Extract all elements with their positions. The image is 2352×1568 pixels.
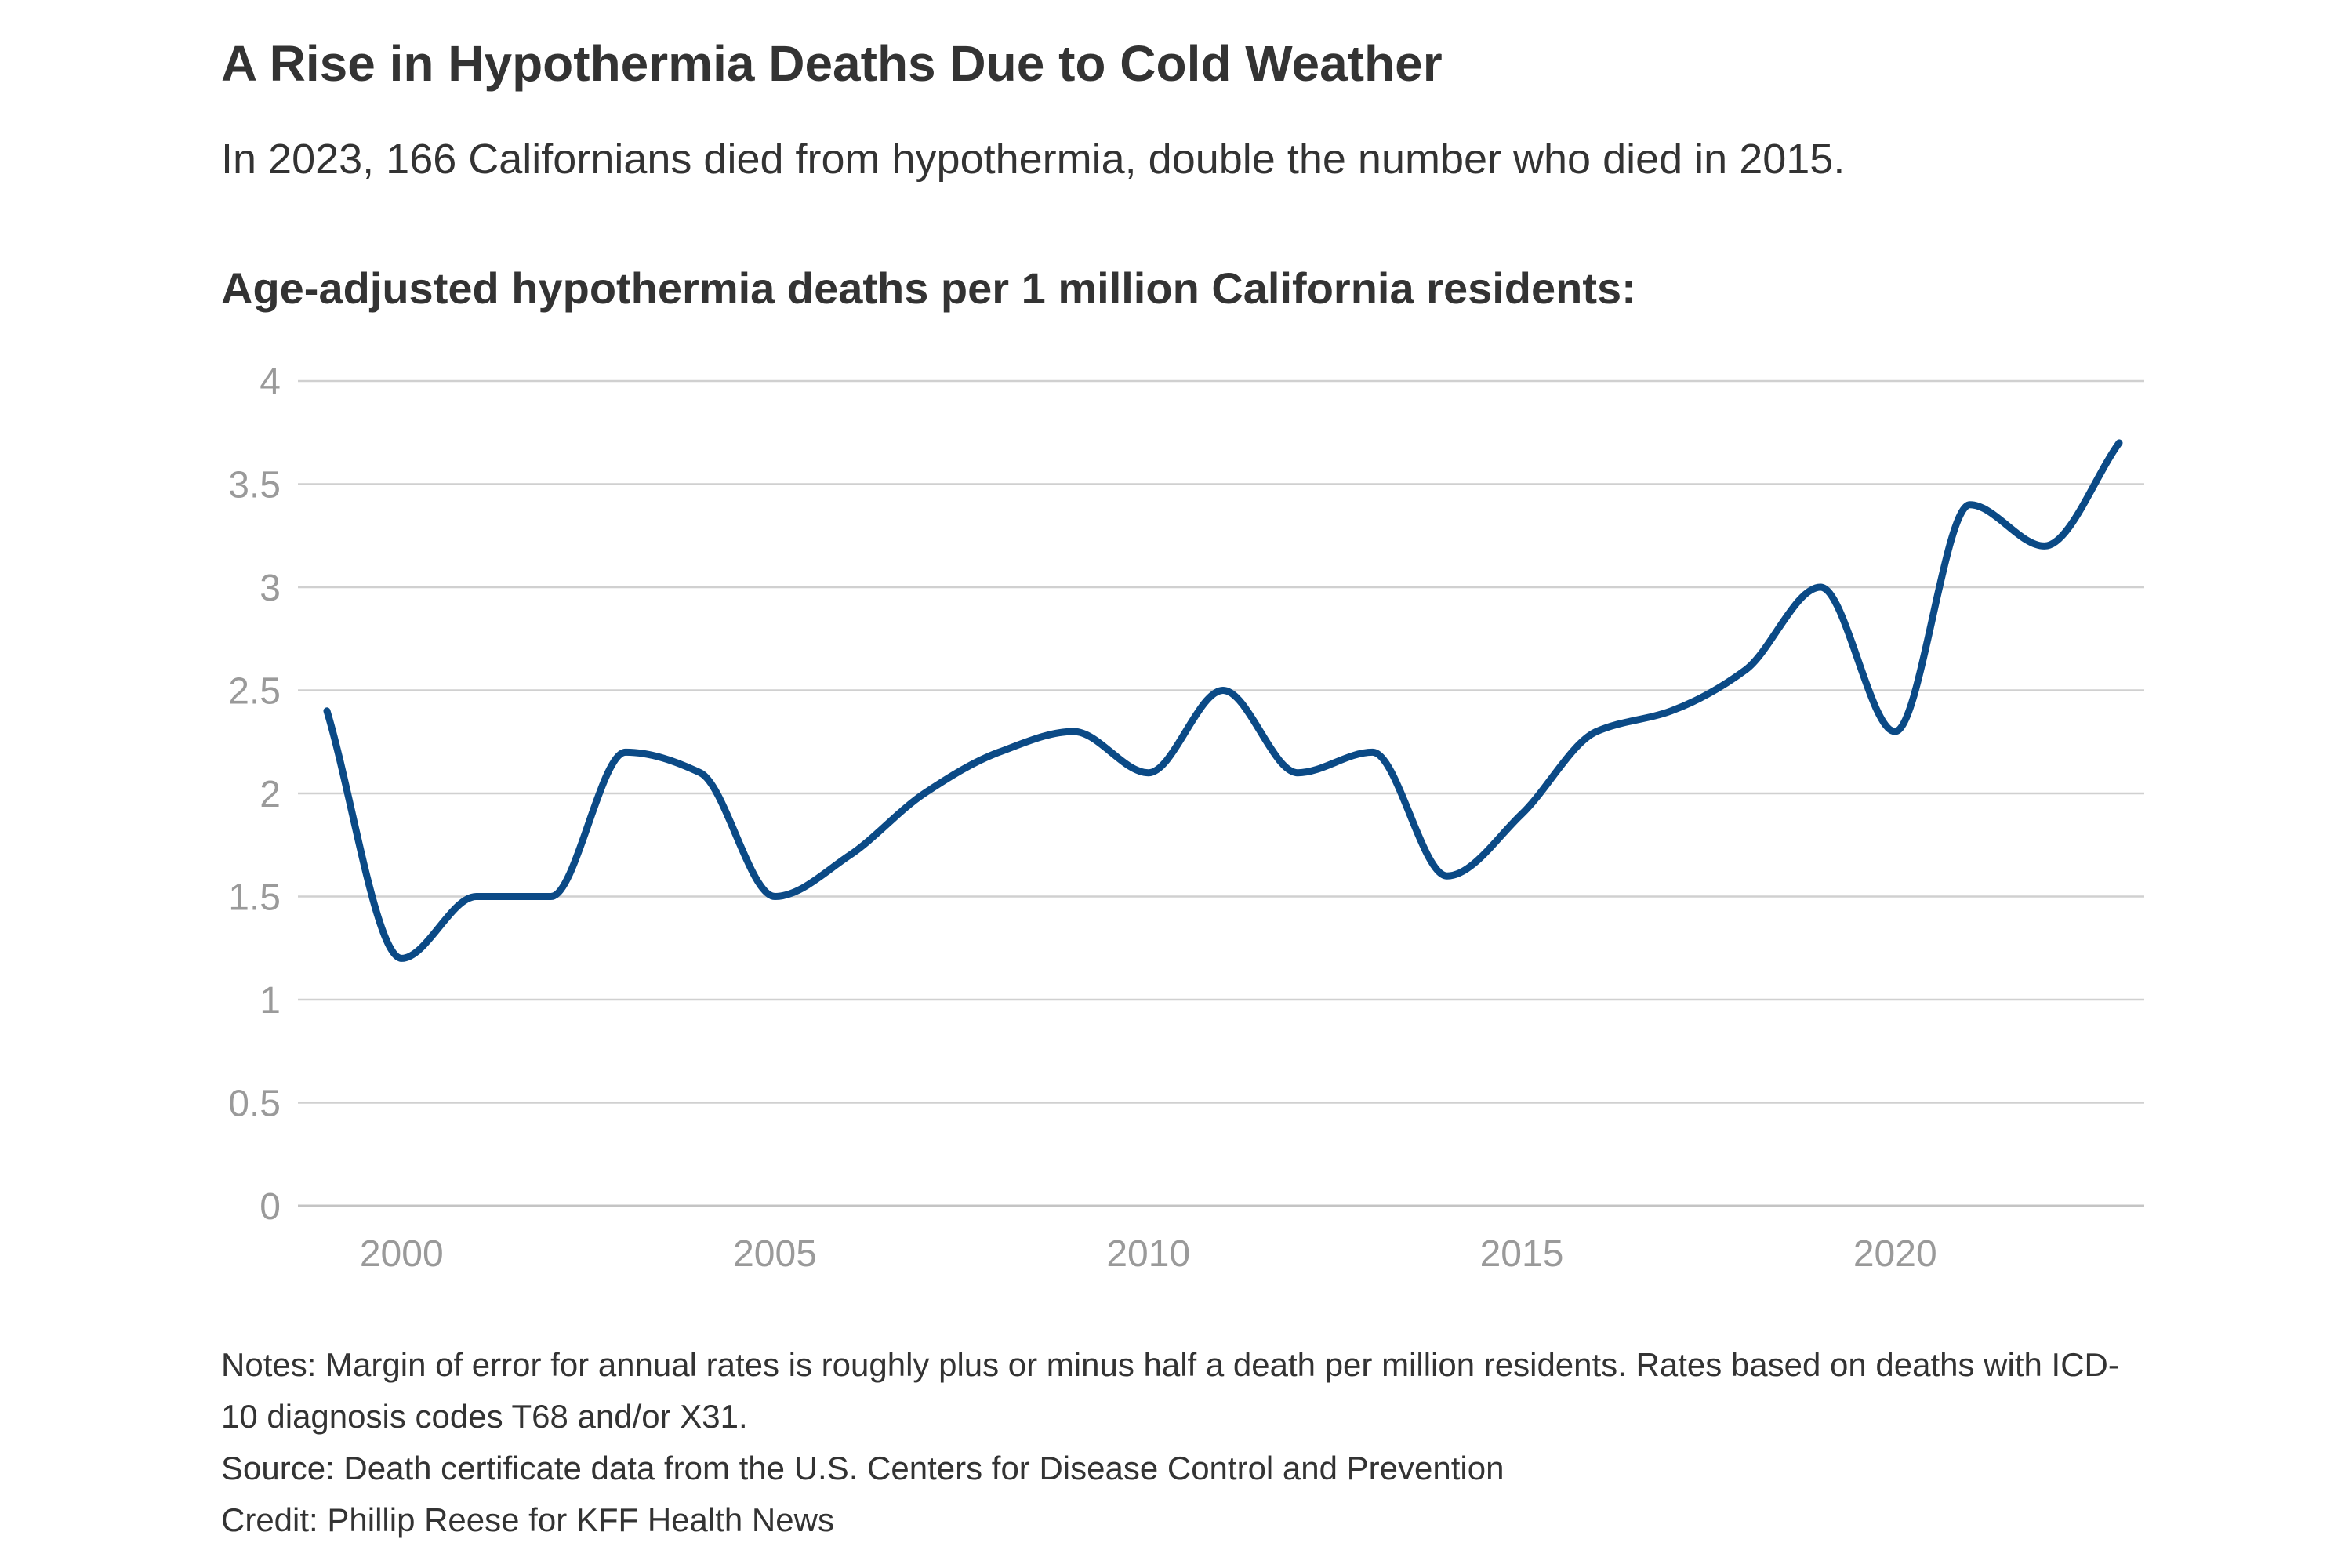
grid-lines [298, 379, 2144, 1207]
y-axis-ticks: 0 0.5 1 1.5 2 2.5 3 3.5 4 [228, 361, 281, 1228]
y-axis-label: Age-adjusted hypothermia deaths per 1 mi… [221, 263, 1636, 313]
credit-text: Credit: Phillip Reese for KFF Health New… [221, 1501, 834, 1538]
y-tick-label: 3.5 [228, 465, 281, 506]
x-tick-label: 2010 [1106, 1233, 1190, 1275]
y-tick-label: 4 [260, 361, 281, 403]
data-point [847, 852, 853, 858]
data-point [2116, 440, 2122, 446]
data-point [996, 749, 1002, 755]
data-point [1370, 749, 1376, 755]
data-point [474, 894, 480, 900]
y-tick-label: 1.5 [228, 877, 281, 919]
data-point [324, 708, 330, 714]
data-point [1593, 728, 1599, 735]
chart-title: A Rise in Hypothermia Deaths Due to Cold… [221, 35, 1443, 92]
data-point [921, 790, 927, 797]
data-point [1967, 502, 1973, 508]
x-axis-ticks: 2000 2005 2010 2015 2020 [360, 1233, 1937, 1275]
data-point [1817, 584, 1824, 590]
data-point [697, 770, 703, 776]
x-tick-label: 2000 [360, 1233, 444, 1275]
chart-subtitle: In 2023, 166 Californians died from hypo… [221, 136, 1846, 183]
data-point [1519, 811, 1525, 817]
x-tick-label: 2015 [1480, 1233, 1564, 1275]
data-point [1444, 873, 1450, 879]
y-tick-label: 0 [260, 1186, 281, 1228]
y-tick-label: 3 [260, 568, 281, 609]
chart-footer: Notes: Margin of error for annual rates … [221, 1339, 2150, 1546]
data-point [398, 955, 405, 961]
notes-text: Notes: Margin of error for annual rates … [221, 1346, 2119, 1435]
y-tick-label: 2 [260, 774, 281, 815]
series-group [323, 439, 2123, 962]
data-point [1071, 728, 1077, 735]
data-point [622, 749, 629, 755]
data-point [1145, 770, 1152, 776]
data-point [1743, 666, 1749, 673]
data-point [772, 894, 779, 900]
y-tick-label: 1 [260, 980, 281, 1022]
series-line [323, 439, 2123, 962]
data-point [2042, 543, 2048, 549]
y-tick-label: 2.5 [228, 671, 281, 713]
data-point [1892, 728, 1898, 735]
data-point [1220, 688, 1226, 694]
x-tick-label: 2005 [733, 1233, 817, 1275]
y-tick-label: 0.5 [228, 1083, 281, 1125]
source-text: Source: Death certificate data from the … [221, 1450, 1504, 1486]
x-tick-label: 2020 [1853, 1233, 1937, 1275]
data-point [1668, 708, 1675, 714]
data-point [1294, 770, 1301, 776]
data-point [548, 894, 554, 900]
